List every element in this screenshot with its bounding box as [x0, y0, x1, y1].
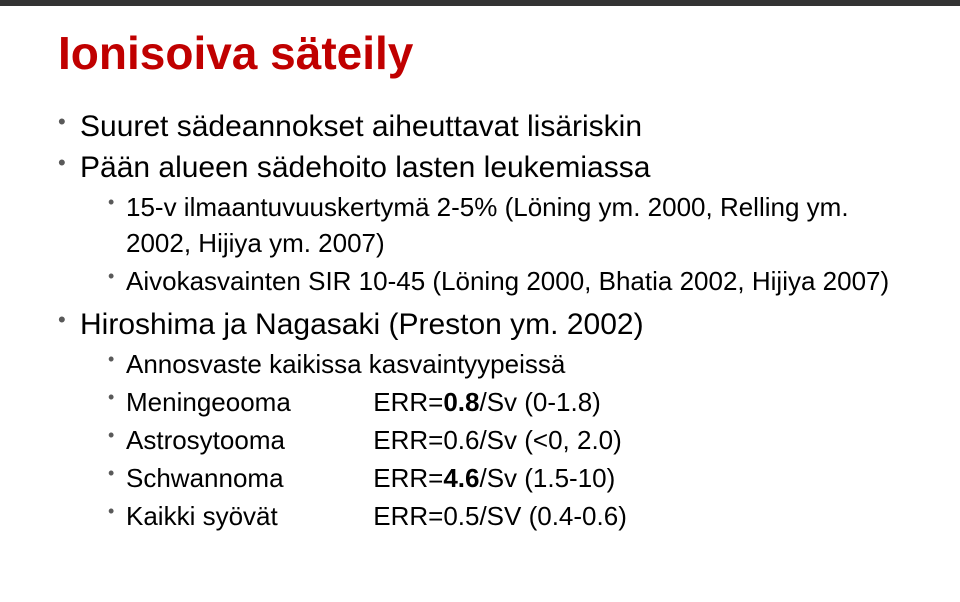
top-bar [0, 0, 960, 6]
astrosytooma-value: ERR=0.6/Sv (<0, 2.0) [373, 423, 622, 459]
meningeooma-err-prefix: ERR= [373, 387, 443, 417]
meningeooma-label: Meningeooma [126, 385, 366, 421]
bullet-3-1: Annosvaste kaikissa kasvaintyypeissä [108, 347, 902, 383]
schwannoma-value: ERR=4.6/Sv (1.5-10) [373, 461, 615, 497]
meningeooma-value: ERR=0.8/Sv (0-1.8) [373, 385, 601, 421]
schwannoma-err-bold: 4.6 [443, 463, 479, 493]
schwannoma-err-prefix: ERR= [373, 463, 443, 493]
schwannoma-label: Schwannoma [126, 461, 366, 497]
astrosytooma-label: Astrosytooma [126, 423, 366, 459]
row-meningeooma: Meningeooma ERR=0.8/Sv (0-1.8) [108, 385, 902, 421]
bullet-list: Suuret sädeannokset aiheuttavat lisärisk… [58, 107, 902, 535]
kaikki-label: Kaikki syövät [126, 499, 366, 535]
bullet-2: Pään alueen sädehoito lasten leukemiassa… [58, 148, 902, 299]
bullet-2-sublist: 15-v ilmaantuvuuskertymä 2-5% (Löning ym… [80, 190, 902, 300]
slide: Ionisoiva säteily Suuret sädeannokset ai… [0, 0, 960, 602]
bullet-3-text: Hiroshima ja Nagasaki (Preston ym. 2002) [80, 308, 644, 341]
row-kaikki: Kaikki syövät ERR=0.5/SV (0.4-0.6) [108, 499, 902, 535]
meningeooma-err-bold: 0.8 [443, 387, 479, 417]
slide-title: Ionisoiva säteily [58, 28, 902, 79]
bullet-2-1: 15-v ilmaantuvuuskertymä 2-5% (Löning ym… [108, 190, 902, 262]
bullet-2-2: Aivokasvainten SIR 10-45 (Löning 2000, B… [108, 264, 902, 300]
row-schwannoma: Schwannoma ERR=4.6/Sv (1.5-10) [108, 461, 902, 497]
bullet-2-text: Pään alueen sädehoito lasten leukemiassa [80, 151, 650, 184]
kaikki-value: ERR=0.5/SV (0.4-0.6) [373, 499, 627, 535]
row-astrosytooma: Astrosytooma ERR=0.6/Sv (<0, 2.0) [108, 423, 902, 459]
schwannoma-err-rest: /Sv (1.5-10) [479, 463, 615, 493]
meningeooma-err-rest: /Sv (0-1.8) [479, 387, 600, 417]
bullet-3-sublist: Annosvaste kaikissa kasvaintyypeissä Men… [80, 347, 902, 534]
bullet-3: Hiroshima ja Nagasaki (Preston ym. 2002)… [58, 305, 902, 534]
bullet-1: Suuret sädeannokset aiheuttavat lisärisk… [58, 107, 902, 147]
